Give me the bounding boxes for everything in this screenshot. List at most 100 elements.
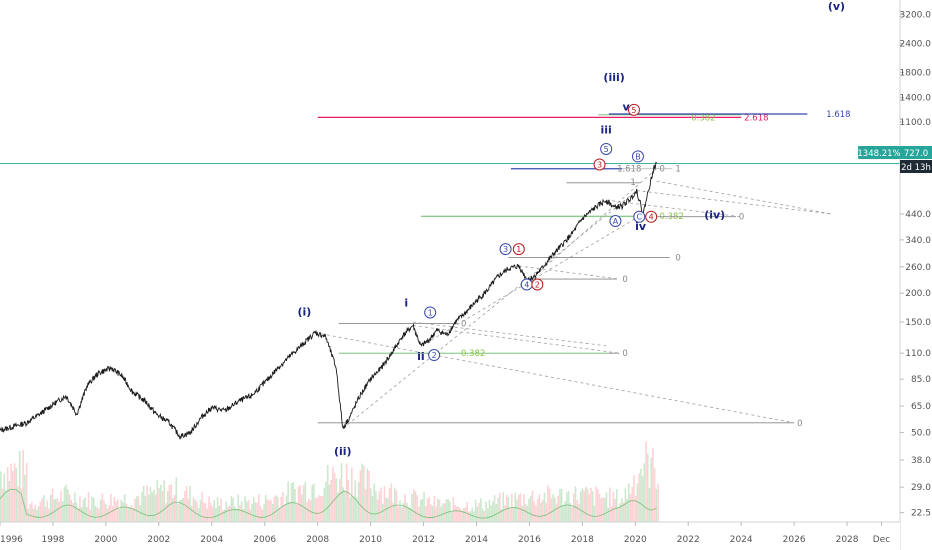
volume-bar — [113, 496, 116, 522]
volume-bar — [586, 488, 589, 522]
volume-bar — [516, 499, 518, 522]
volume-bar — [92, 497, 95, 522]
level-label: 1.618 — [826, 110, 850, 120]
wave-circle-label: B — [635, 152, 641, 161]
volume-bar — [468, 511, 470, 522]
price-badge: 727.0 — [904, 149, 928, 159]
volume-bar — [208, 496, 210, 522]
volume-bar — [96, 507, 98, 522]
volume-bar — [135, 496, 138, 522]
volume-bar — [259, 505, 262, 522]
volume-bar — [283, 504, 286, 522]
volume-bar — [492, 501, 494, 522]
volume-bar — [528, 498, 530, 522]
volume-bar — [249, 509, 252, 522]
y-tick-label: 38.0 — [911, 456, 931, 466]
wave-circle-label: C — [636, 213, 642, 222]
volume-bar — [271, 503, 274, 522]
volume-bar — [77, 508, 80, 522]
volume-bar — [185, 485, 188, 522]
volume-bar — [251, 503, 253, 522]
trend-line — [606, 199, 742, 218]
volume-bar — [201, 492, 203, 522]
volume-bar — [519, 493, 522, 522]
y-tick-label: 200.0 — [905, 289, 931, 299]
wave-circle — [512, 243, 525, 256]
volume-bar — [189, 486, 191, 522]
volume-bar — [550, 497, 553, 522]
volume-bar — [268, 500, 271, 522]
volume-bar — [46, 500, 49, 522]
volume-bar — [337, 492, 339, 522]
volume-bar — [387, 498, 389, 522]
volume-bar — [211, 506, 214, 522]
volume-bar — [258, 494, 260, 522]
volume-bar — [108, 505, 110, 522]
y-tick-label: 340.0 — [905, 236, 931, 246]
wave-circle-label: 4 — [649, 213, 654, 222]
volume-bar — [583, 490, 585, 522]
volume-bar — [655, 488, 658, 522]
volume-bar — [645, 441, 647, 522]
volume-bar — [399, 500, 401, 522]
volume-bar — [628, 483, 630, 522]
volume-bar — [24, 474, 26, 522]
y-tick-label: 440.0 — [905, 210, 931, 220]
volume-bar — [609, 487, 611, 522]
volume-bar — [163, 480, 166, 522]
volume-bar — [129, 507, 131, 522]
volume-bar — [37, 506, 40, 522]
y-tick-label: 22.5 — [911, 509, 931, 519]
volume-bar — [344, 491, 346, 522]
volume-bar — [146, 485, 148, 522]
volume-bar — [576, 500, 578, 522]
volume-bar — [433, 495, 436, 522]
volume-bar — [175, 477, 178, 522]
volume-bar — [354, 480, 357, 522]
volume-bar — [282, 492, 284, 522]
volume-bar — [203, 502, 205, 522]
volume-bar — [41, 498, 43, 522]
x-tick-label: 2002 — [147, 535, 170, 545]
volume-bar — [218, 505, 221, 522]
level-label: 0.382 — [659, 212, 683, 222]
volume-bar — [3, 473, 6, 522]
volume-bar — [301, 494, 303, 522]
volume-bar — [364, 489, 367, 522]
volume-bar — [117, 499, 119, 522]
volume-bar — [571, 506, 573, 522]
volume-bar — [127, 507, 129, 522]
y-tick-label: 85.0 — [911, 375, 931, 385]
volume-bar — [397, 506, 400, 522]
volume-bar — [91, 496, 93, 522]
volume-bar — [234, 506, 236, 522]
volume-bar — [338, 479, 341, 522]
volume-bar — [266, 499, 269, 522]
x-tick-label: 2006 — [253, 535, 276, 545]
volume-bar — [235, 509, 238, 522]
volume-bar — [153, 489, 155, 522]
volume-bar — [638, 473, 640, 522]
volume-bar — [464, 507, 467, 522]
volume-bar — [615, 489, 618, 522]
volume-bar — [562, 505, 565, 522]
volume-bar — [0, 471, 2, 522]
volume-bar — [552, 494, 554, 522]
level-label: 0.382 — [461, 349, 485, 359]
volume-bar — [115, 501, 117, 522]
x-axis[interactable]: 1996 1998 2000 2002 2004 2006 2008 2010 2012 2014… — [0, 521, 900, 550]
level-label: 0 — [622, 349, 627, 359]
volume-bar — [572, 493, 575, 522]
volume-bar — [366, 468, 369, 522]
wave-circle — [600, 142, 613, 155]
volume-bar — [621, 498, 623, 522]
volume-bar — [58, 502, 61, 522]
y-axis[interactable]: 3200.02400.01800.01400.01100.0800.0440.0… — [899, 0, 932, 550]
volume-bar — [509, 507, 511, 522]
volume-bar — [184, 491, 186, 522]
volume-bar — [299, 485, 301, 522]
volume-bar — [521, 505, 523, 522]
volume-bar — [603, 497, 606, 522]
wave-circle-label: 4 — [524, 280, 529, 289]
